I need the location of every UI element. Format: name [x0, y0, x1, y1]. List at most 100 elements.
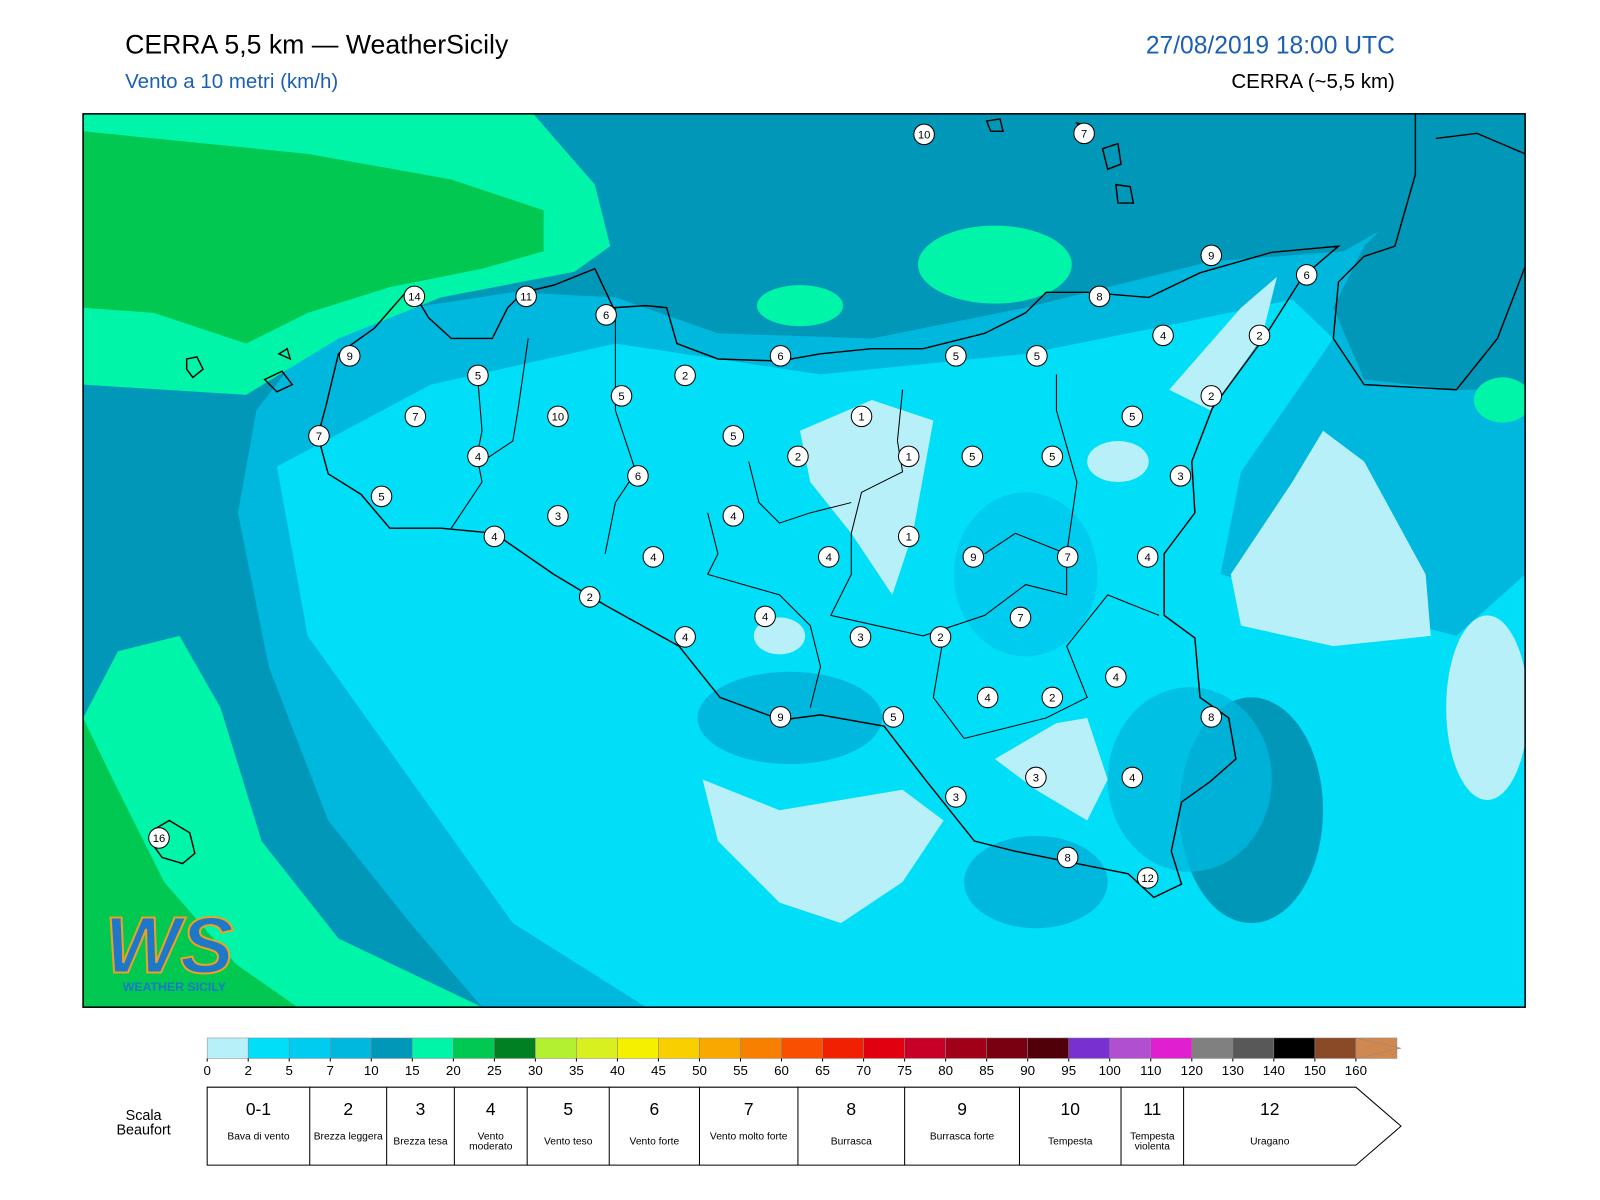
beaufort-label: Uragano [1250, 1136, 1290, 1148]
colorbar-tick-label: 30 [528, 1063, 543, 1078]
station-marker [850, 405, 873, 428]
station-value: 4 [650, 552, 656, 564]
datetime: 27/08/2019 18:00 UTC [1146, 32, 1395, 59]
station-marker [961, 445, 984, 468]
colorbar-tick-label: 70 [856, 1063, 871, 1078]
colorbar-segment [206, 1037, 249, 1059]
station: 1 [897, 445, 920, 468]
colorbar-tick-label: 150 [1304, 1063, 1326, 1078]
station-value: 3 [555, 511, 561, 523]
beaufort-label: Tempesta violenta [1130, 1132, 1175, 1153]
beaufort-force: 6 [650, 1099, 660, 1119]
station: 14 [403, 285, 426, 308]
station-marker [1088, 285, 1111, 308]
beaufort-force: 4 [486, 1099, 496, 1119]
beaufort-label-box: Burrasca [831, 1137, 872, 1147]
field-light-east [1230, 430, 1431, 647]
station-marker [1248, 324, 1271, 347]
colorbar-tick-label: 15 [405, 1063, 420, 1078]
station-value: 10 [552, 412, 565, 424]
station-marker [722, 505, 745, 527]
field-light-inland [800, 400, 934, 595]
field-light-ne2 [1087, 441, 1149, 483]
beaufort-label-box: Burrasca forte [930, 1132, 994, 1142]
ustica [185, 356, 204, 379]
station: 4 [754, 605, 776, 628]
station: 8 [1200, 706, 1223, 728]
station: 3 [1169, 465, 1192, 487]
station-marker [674, 364, 696, 387]
colorbar-segment [740, 1037, 782, 1059]
beaufort-force: 8 [846, 1099, 856, 1119]
colorbar-segment [288, 1037, 331, 1059]
field-light-ne [1169, 276, 1277, 411]
station-value: 2 [937, 632, 943, 644]
station-value: 3 [953, 792, 959, 804]
station-value: 5 [1034, 351, 1040, 363]
station: 5 [467, 364, 489, 387]
field-light-far-east [1446, 615, 1526, 800]
station-marker [1009, 606, 1032, 629]
station-marker [1200, 385, 1223, 407]
colorbar-tick-label: 85 [979, 1063, 994, 1078]
station-value: 2 [1208, 391, 1214, 403]
colorbar-segment [1068, 1037, 1110, 1059]
station: 4 [1152, 324, 1174, 347]
station: 12 [1136, 867, 1159, 889]
field-blue-south [964, 835, 1108, 929]
colorbar-tick-label: 90 [1020, 1063, 1035, 1078]
colorbar-tick-label: 160 [1345, 1063, 1367, 1078]
field-light-south [702, 779, 944, 924]
station-value: 7 [1065, 552, 1071, 564]
station-value: 4 [491, 532, 497, 544]
station-value: 16 [153, 833, 166, 845]
colorbar-segment [1314, 1037, 1357, 1059]
beaufort-label-box: Vento moderato [469, 1132, 512, 1152]
station-marker [976, 686, 999, 709]
station-value: 8 [1065, 853, 1071, 865]
title: CERRA 5,5 km — WeatherSicily [125, 29, 509, 59]
station-marker [722, 425, 745, 447]
station: 6 [627, 465, 649, 487]
station-marker [1041, 445, 1064, 468]
colorbar-segment [1027, 1037, 1069, 1059]
beaufort-force: 5 [563, 1099, 573, 1119]
field-green-sw [83, 717, 298, 1008]
station: 4 [976, 686, 999, 709]
colorbar-tick-label: 10 [364, 1063, 379, 1078]
station-value: 3 [1177, 471, 1183, 483]
station-value: 10 [918, 129, 931, 141]
station-marker [754, 605, 776, 628]
colorbar-tick-label: 20 [446, 1063, 461, 1078]
colorbar-segment [617, 1037, 659, 1059]
station: 5 [370, 485, 393, 508]
station-marker [148, 827, 170, 849]
beaufort-label-box: Brezza tesa [393, 1137, 447, 1147]
station-marker [1200, 244, 1223, 267]
beaufort-label-box: Uragano [1250, 1136, 1290, 1148]
station-value: 6 [1304, 270, 1310, 282]
colorbar: 0 2 5 7 10 15 20 25 30 35 40 45 50 55 60 65 70 75 80 85 90 95… [203, 1037, 1402, 1078]
station: 4 [722, 505, 745, 527]
station-marker [578, 586, 601, 608]
beaufort-force: 10 [1061, 1099, 1081, 1119]
station-marker [962, 546, 985, 568]
colorbar-segment [1232, 1037, 1275, 1059]
station-marker [769, 706, 792, 728]
colorbar-tick-label: 80 [938, 1063, 953, 1078]
station-value: 2 [587, 592, 593, 604]
colorbar-tick-label: 25 [487, 1063, 502, 1078]
logo-mark: WS [105, 900, 234, 989]
station-value: 5 [730, 431, 736, 443]
colorbar-tick-label: 60 [774, 1063, 789, 1078]
station: 5 [1121, 405, 1144, 428]
beaufort-label: Vento teso [543, 1136, 593, 1148]
coastlines [151, 113, 1526, 899]
station: 2 [1041, 686, 1064, 709]
colorbar-tick-label: 100 [1099, 1063, 1121, 1078]
colorbar-tick-label: 55 [733, 1063, 748, 1078]
beaufort-caption-box: Scala Beaufort [116, 1108, 170, 1137]
station-value: 7 [316, 431, 322, 443]
colorbar-segment [453, 1037, 495, 1059]
field-aqua-tyrrhenian-2 [756, 285, 844, 327]
